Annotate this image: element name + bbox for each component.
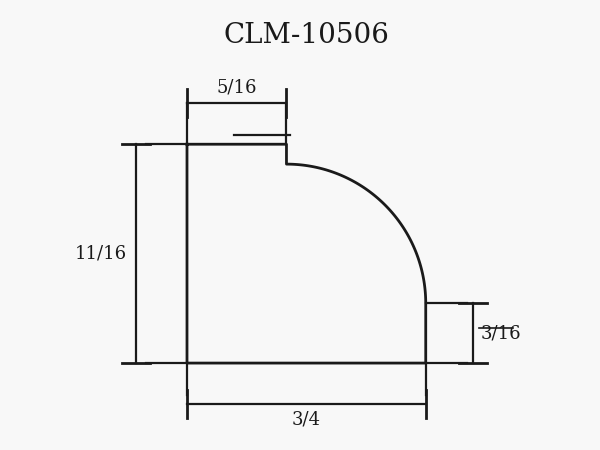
Text: 5/16: 5/16 (217, 78, 257, 96)
Text: 3/16: 3/16 (481, 324, 522, 342)
Text: 11/16: 11/16 (74, 245, 127, 263)
Text: CLM-10506: CLM-10506 (223, 22, 389, 50)
Text: 3/4: 3/4 (292, 411, 321, 429)
